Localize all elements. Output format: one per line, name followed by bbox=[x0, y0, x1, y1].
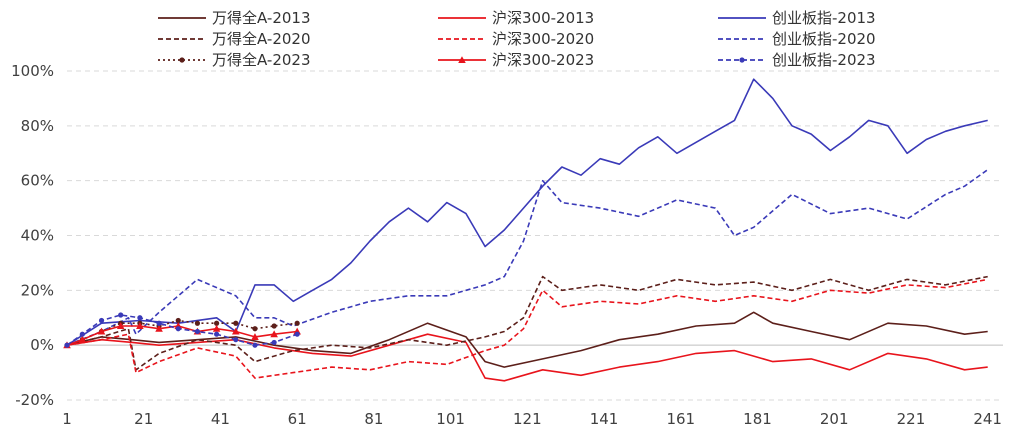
legend-item: 创业板指-2023 bbox=[718, 51, 876, 69]
data-point bbox=[739, 57, 745, 63]
legend-label: 创业板指-2020 bbox=[772, 30, 876, 48]
x-tick-label: 141 bbox=[590, 410, 619, 428]
data-point bbox=[194, 328, 201, 335]
data-point bbox=[458, 56, 466, 64]
series-6 bbox=[66, 169, 989, 346]
series-line bbox=[66, 333, 988, 382]
data-point bbox=[98, 317, 105, 324]
y-tick-label: 0% bbox=[30, 336, 54, 354]
x-tick-label: 41 bbox=[211, 410, 230, 428]
series-2 bbox=[66, 333, 988, 382]
series-line bbox=[66, 311, 988, 368]
series-1 bbox=[66, 311, 988, 368]
x-tick-label: 61 bbox=[288, 410, 307, 428]
series-line bbox=[66, 278, 988, 379]
data-point bbox=[175, 326, 181, 332]
data-point bbox=[214, 320, 220, 326]
x-tick-label: 201 bbox=[820, 410, 849, 428]
legend-item: 万得全A-2023 bbox=[158, 51, 311, 69]
data-point bbox=[212, 324, 221, 332]
grid bbox=[67, 70, 1003, 401]
x-tick-label: 121 bbox=[513, 410, 542, 428]
data-point bbox=[179, 57, 185, 63]
series-5 bbox=[66, 278, 988, 379]
data-point bbox=[155, 324, 163, 332]
data-point bbox=[79, 331, 85, 337]
data-point bbox=[97, 327, 106, 335]
data-point bbox=[271, 339, 277, 346]
data-point bbox=[233, 337, 239, 343]
data-point bbox=[156, 320, 162, 326]
x-tick-label: 221 bbox=[897, 410, 926, 428]
legend-label: 沪深300-2023 bbox=[492, 51, 594, 69]
data-point bbox=[231, 327, 240, 335]
x-tick-label: 161 bbox=[666, 410, 695, 428]
data-point bbox=[78, 335, 87, 343]
legend: 万得全A-2013 沪深300-2013 创业板指-2013 万得全A-2020 沪深3… bbox=[158, 9, 876, 69]
data-point bbox=[271, 323, 277, 329]
x-tick-label: 21 bbox=[134, 410, 153, 428]
series-line bbox=[66, 275, 988, 371]
y-tick-label: 60% bbox=[21, 172, 54, 190]
series-9 bbox=[64, 312, 300, 348]
data-point bbox=[252, 342, 258, 348]
legend-item: 创业板指-2020 bbox=[718, 30, 876, 48]
legend-label: 沪深300-2020 bbox=[492, 30, 594, 48]
axes: 100%80%60%40%20%0%-20%1 21 41 61 81 101 121 141… bbox=[11, 62, 1002, 428]
x-tick-label: 81 bbox=[364, 410, 383, 428]
data-point bbox=[137, 315, 143, 321]
legend-item: 沪深300-2013 bbox=[438, 9, 594, 27]
y-tick-label: 80% bbox=[21, 117, 54, 135]
legend-item: 沪深300-2023 bbox=[438, 51, 594, 69]
series-line bbox=[66, 169, 989, 346]
series-3 bbox=[66, 78, 988, 346]
legend-item: 万得全A-2020 bbox=[158, 30, 311, 48]
legend-label: 万得全A-2023 bbox=[212, 51, 311, 69]
x-tick-label: 1 bbox=[62, 410, 72, 428]
series-4 bbox=[66, 275, 988, 371]
data-point bbox=[194, 320, 201, 326]
data-point bbox=[251, 333, 259, 340]
data-point bbox=[233, 320, 239, 326]
legend-item: 万得全A-2013 bbox=[158, 9, 311, 27]
data-point bbox=[116, 322, 125, 330]
x-tick-label: 101 bbox=[436, 410, 465, 428]
y-tick-label: 100% bbox=[11, 62, 54, 80]
legend-item: 沪深300-2020 bbox=[438, 30, 594, 48]
data-point bbox=[118, 312, 124, 318]
legend-label: 万得全A-2020 bbox=[212, 30, 311, 48]
y-tick-label: 20% bbox=[21, 281, 54, 299]
data-point bbox=[294, 320, 300, 326]
data-point bbox=[214, 331, 220, 337]
y-tick-label: 40% bbox=[21, 227, 54, 245]
legend-label: 创业板指-2023 bbox=[772, 51, 876, 69]
legend-item: 创业板指-2013 bbox=[718, 9, 876, 27]
legend-label: 万得全A-2013 bbox=[212, 9, 311, 27]
legend-label: 沪深300-2013 bbox=[492, 9, 594, 27]
legend-label: 创业板指-2013 bbox=[772, 9, 876, 27]
x-tick-label: 241 bbox=[973, 410, 1002, 428]
data-point bbox=[294, 331, 300, 337]
data-point bbox=[136, 322, 144, 330]
data-point bbox=[64, 342, 70, 348]
series-line bbox=[66, 78, 988, 346]
y-tick-label: -20% bbox=[15, 391, 54, 409]
x-tick-label: 181 bbox=[743, 410, 772, 428]
data-point bbox=[175, 317, 181, 324]
data-point bbox=[270, 330, 278, 338]
data-point bbox=[252, 326, 258, 332]
series-group bbox=[63, 78, 989, 382]
